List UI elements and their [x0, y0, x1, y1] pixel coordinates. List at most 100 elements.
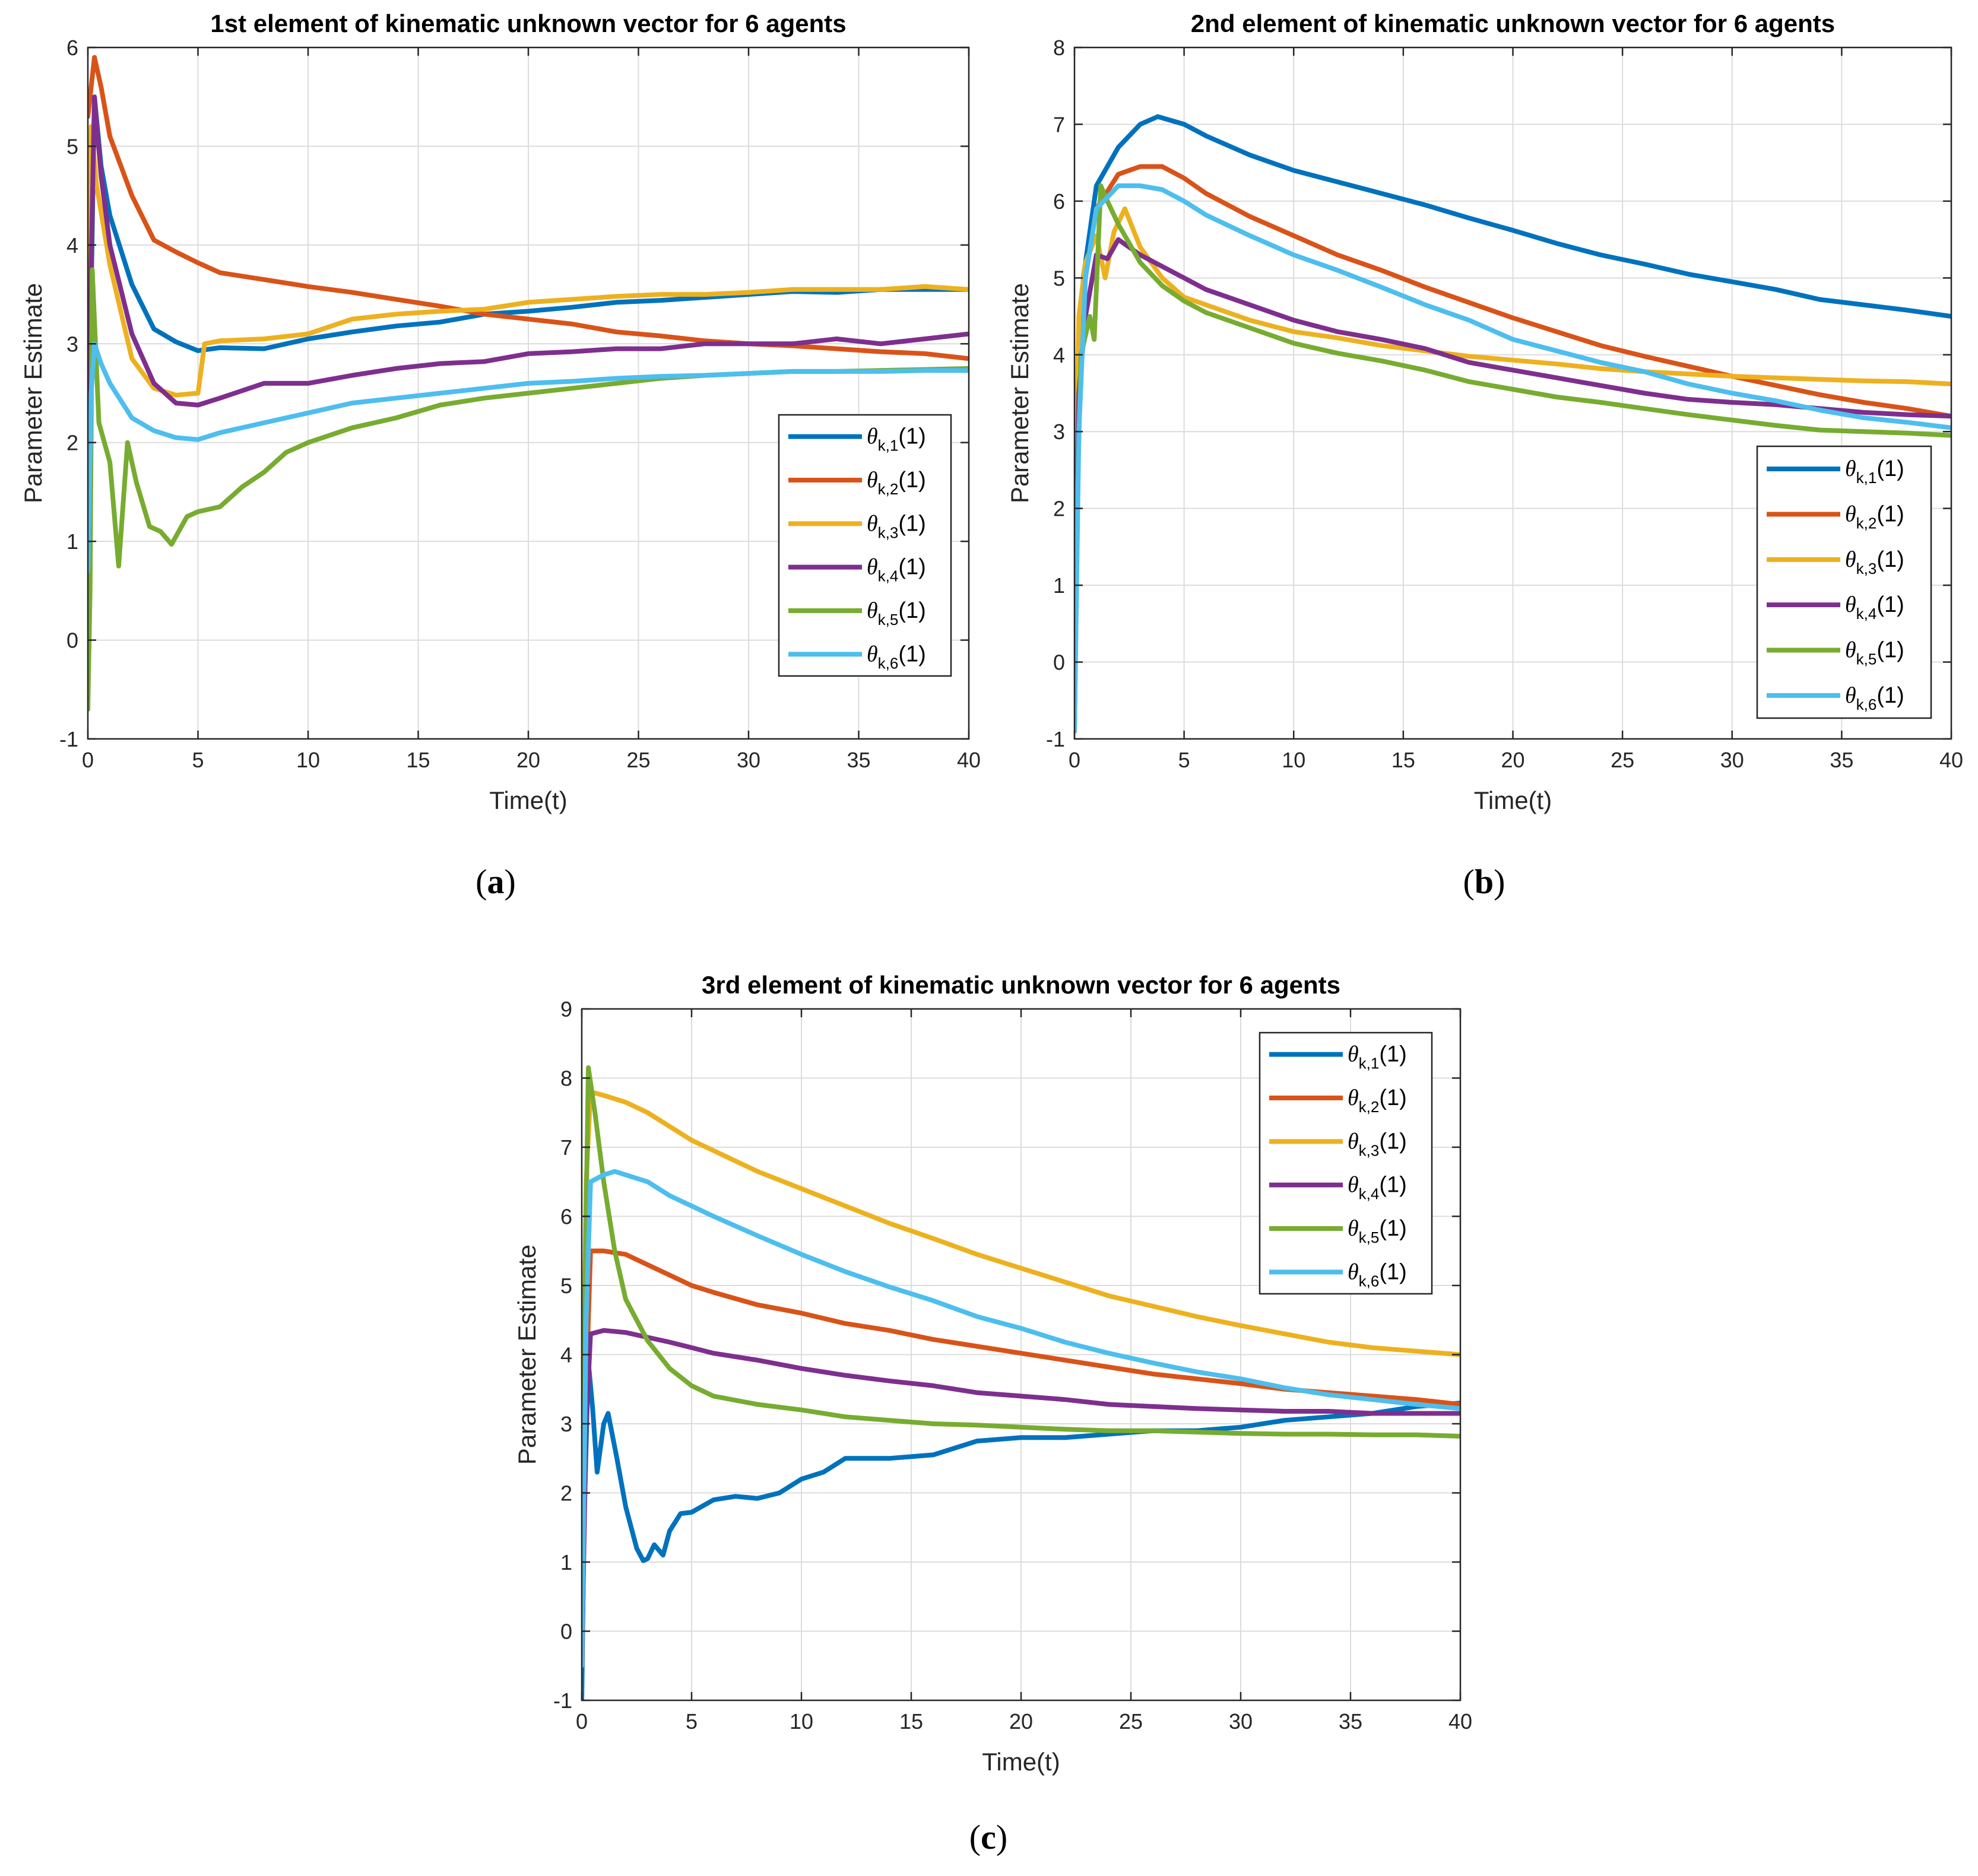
legend-subscript: k,2 [1856, 515, 1877, 532]
legend-item-k-1: θk,1(1) [1767, 456, 1904, 487]
x-tick-label: 10 [790, 1709, 813, 1734]
x-tick-label: 20 [1501, 748, 1524, 772]
legend-item-k-4: θk,4(1) [1767, 592, 1904, 623]
y-tick-label: 8 [1053, 36, 1065, 60]
legend-item-k-5: θk,5(1) [788, 598, 926, 628]
legend-item-k-2: θk,2(1) [788, 468, 926, 498]
y-tick-label: 4 [1053, 343, 1065, 367]
legend-item-k-4: θk,4(1) [1269, 1173, 1407, 1203]
x-tick-label: 40 [1939, 748, 1963, 772]
y-tick-label: 1 [66, 529, 78, 554]
legend-item-k-6: θk,6(1) [1767, 683, 1904, 713]
legend-argument: (1) [1379, 1085, 1406, 1110]
legend-symbol: θ [867, 642, 878, 666]
legend-label: θk,6(1) [1845, 683, 1904, 713]
series-line-k-4 [582, 1328, 1460, 1668]
x-tick-label: 35 [847, 748, 870, 772]
y-axis-label: Parameter Estimate [513, 1245, 541, 1465]
x-tick-label: 0 [576, 1709, 588, 1734]
legend-subscript: k,1 [1359, 1055, 1380, 1072]
caption-part: ( [476, 862, 487, 901]
y-tick-label: 3 [1053, 420, 1065, 444]
legend-subscript: k,6 [1856, 696, 1877, 713]
legend-item-k-1: θk,1(1) [1269, 1042, 1407, 1072]
legend-subscript: k,3 [878, 523, 899, 541]
legend-argument: (1) [1876, 592, 1904, 617]
series-line-k-4 [1074, 237, 1951, 642]
caption-part: b [1475, 862, 1494, 901]
legend-symbol: θ [1845, 547, 1856, 572]
legend-symbol: θ [1845, 683, 1856, 708]
series-line-k-5 [582, 1065, 1460, 1634]
y-tick-label: 0 [1053, 650, 1065, 675]
legend-argument: (1) [898, 598, 925, 623]
legend-argument: (1) [898, 468, 925, 493]
legend-subscript: k,4 [1856, 605, 1877, 623]
legend-label: θk,2(1) [1348, 1085, 1407, 1116]
legend-box [1756, 445, 1932, 719]
caption-part: ) [505, 862, 516, 901]
legend: θk,1(1)θk,2(1)θk,3(1)θk,4(1)θk,5(1)θk,6(… [1259, 1031, 1433, 1295]
series-group [1074, 114, 1951, 734]
y-axis-label: Parameter Estimate [19, 283, 47, 503]
legend-argument: (1) [1379, 1173, 1406, 1198]
y-tick-label: 1 [560, 1550, 572, 1575]
legend-symbol: θ [1348, 1085, 1359, 1110]
y-tick-label: 0 [66, 628, 78, 653]
series-line-k-6 [582, 1169, 1460, 1668]
x-tick-label: 40 [1448, 1709, 1472, 1734]
legend-item-k-6: θk,6(1) [1269, 1259, 1407, 1290]
legend-subscript: k,4 [878, 567, 899, 585]
legend-subscript: k,6 [1359, 1272, 1380, 1290]
x-tick-label: 0 [1069, 748, 1080, 772]
x-tick-label: 5 [192, 748, 204, 772]
legend-argument: (1) [898, 555, 925, 580]
series-line-k-5 [1074, 183, 1951, 603]
legend-argument: (1) [1379, 1129, 1406, 1154]
legend-label: θk,1(1) [1348, 1042, 1407, 1072]
chart-title: 1st element of kinematic unknown vector … [210, 9, 846, 37]
legend-symbol: θ [1845, 456, 1856, 481]
legend-label: θk,3(1) [1348, 1129, 1407, 1159]
series-line-k-1 [1074, 114, 1951, 734]
caption-part: ) [1494, 862, 1505, 901]
x-tick-label: 35 [1339, 1709, 1362, 1734]
series-line-k-6 [88, 341, 969, 574]
y-tick-label: 2 [560, 1481, 572, 1506]
y-tick-label: 1 [1053, 573, 1065, 598]
legend-label: θk,2(1) [1845, 502, 1904, 532]
legend-argument: (1) [1379, 1042, 1406, 1067]
legend-label: θk,5(1) [867, 598, 926, 628]
legend: θk,1(1)θk,2(1)θk,3(1)θk,4(1)θk,5(1)θk,6(… [778, 414, 952, 677]
legend-subscript: k,3 [1856, 560, 1877, 577]
legend-argument: (1) [1379, 1216, 1406, 1241]
y-tick-label: 6 [1053, 189, 1065, 214]
legend-label: θk,6(1) [1348, 1259, 1407, 1290]
x-axis-label: Time(t) [1474, 786, 1552, 814]
series-line-k-3 [582, 1089, 1460, 1530]
legend-label: θk,4(1) [1348, 1173, 1407, 1203]
legend-item-k-2: θk,2(1) [1269, 1085, 1407, 1116]
series-line-k-6 [1074, 183, 1951, 734]
series-line-k-2 [1074, 164, 1951, 642]
legend-symbol: θ [1348, 1259, 1359, 1284]
legend-subscript: k,5 [1359, 1229, 1380, 1246]
panel-caption: (c) [969, 1818, 1007, 1856]
legend-label: θk,4(1) [1845, 592, 1904, 623]
y-tick-label: 6 [560, 1205, 572, 1229]
panel-caption: (a) [476, 862, 516, 901]
y-tick-label: 5 [560, 1274, 572, 1298]
legend-label: θk,1(1) [867, 424, 926, 455]
y-tick-label: 8 [560, 1066, 572, 1091]
legend-argument: (1) [1876, 683, 1904, 708]
series-line-k-3 [88, 124, 969, 398]
legend-item-k-4: θk,4(1) [788, 555, 926, 585]
panel-caption: (b) [1463, 862, 1505, 901]
legend-symbol: θ [867, 511, 878, 536]
legend-label: θk,3(1) [867, 511, 926, 541]
y-tick-label: 2 [66, 431, 78, 455]
